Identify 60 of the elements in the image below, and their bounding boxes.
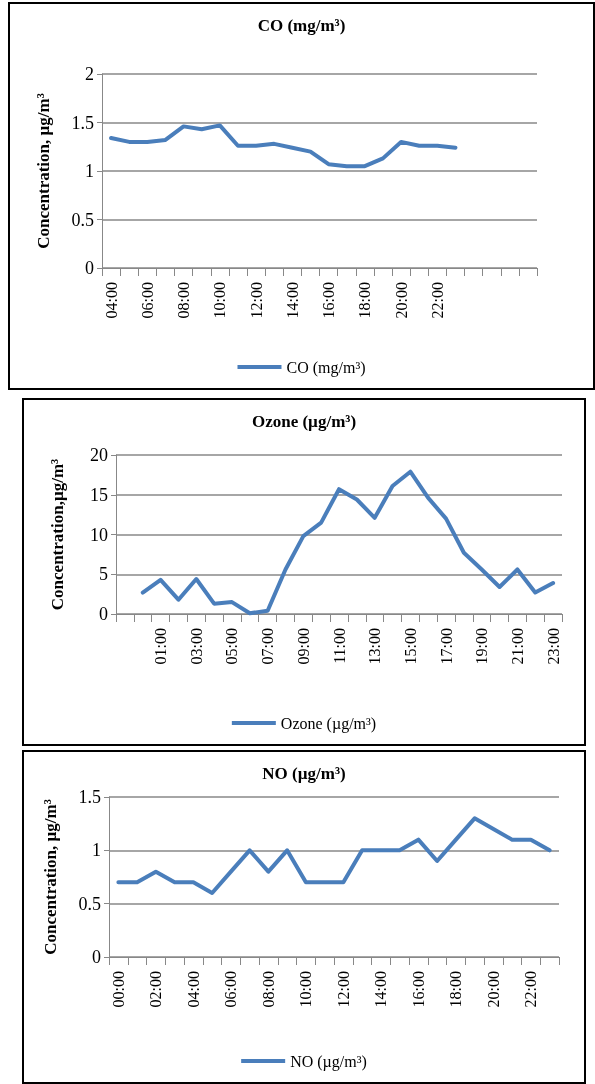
x-tick-label: 06:00 (222, 971, 240, 1008)
x-tick-label: 12:00 (334, 971, 352, 1008)
y-tick-label: 0.5 (78, 893, 101, 914)
x-tick-label: 23:00 (544, 628, 562, 665)
chart-title: NO (µg/m³) (262, 764, 346, 783)
x-tick-label: 04:00 (184, 971, 202, 1008)
x-tick-label: 22:00 (522, 971, 540, 1008)
legend-label: Ozone (µg/m³) (280, 714, 377, 733)
chart-title: Ozone (µg/m³) (251, 412, 357, 431)
y-tick-label: 0.5 (71, 209, 94, 230)
x-tick-label: 10:00 (211, 282, 229, 319)
line-series (116, 816, 552, 895)
y-tick-label: 15 (90, 484, 108, 505)
y-tick-label: 0 (92, 947, 101, 967)
x-tick-label: 10:00 (297, 971, 315, 1008)
x-tick-label: 08:00 (259, 971, 277, 1008)
x-tick-label: 04:00 (102, 282, 120, 319)
chart-title: CO (mg/m³) (257, 16, 346, 35)
x-tick-label: 16:00 (320, 282, 338, 319)
y-tick-label: 10 (90, 524, 108, 545)
y-axis-title: Concentration,µg/m³ (48, 458, 67, 611)
x-tick-label: 00:00 (109, 971, 127, 1008)
x-tick-label: 16:00 (409, 971, 427, 1008)
y-tick-label: 20 (90, 445, 108, 465)
y-axis-title: Concentration, µg/m³ (41, 799, 60, 955)
y-tick-label: 2 (85, 64, 94, 84)
x-tick-label: 09:00 (294, 628, 312, 665)
x-tick-label: 14:00 (283, 282, 301, 319)
x-tick-label: 18:00 (447, 971, 465, 1008)
y-tick-label: 1.5 (71, 112, 94, 133)
y-tick-label: 1.5 (78, 787, 101, 807)
x-tick-label: 17:00 (437, 628, 455, 665)
y-axis-title: Concentration, µg/m³ (34, 93, 53, 249)
x-tick-label: 14:00 (372, 971, 390, 1008)
x-tick-label: 03:00 (187, 628, 205, 665)
y-tick-label: 1 (85, 161, 94, 181)
x-tick-label: 07:00 (259, 628, 277, 665)
y-tick-label: 1 (92, 840, 101, 861)
legend-label: NO (µg/m³) (290, 1052, 367, 1071)
line-series (109, 123, 458, 169)
legend-label: CO (mg/m³) (286, 358, 366, 377)
x-tick-label: 01:00 (152, 628, 170, 665)
x-tick-label: 08:00 (175, 282, 193, 319)
line-series (140, 469, 556, 616)
x-tick-label: 20:00 (392, 282, 410, 319)
x-tick-label: 19:00 (473, 628, 491, 665)
y-tick-label: 5 (99, 564, 108, 585)
x-tick-label: 20:00 (484, 971, 502, 1008)
x-tick-label: 21:00 (508, 628, 526, 665)
x-tick-label: 06:00 (138, 282, 156, 319)
x-tick-label: 05:00 (223, 628, 241, 665)
x-tick-label: 11:00 (330, 628, 348, 664)
x-tick-label: 13:00 (366, 628, 384, 665)
x-tick-label: 02:00 (147, 971, 165, 1008)
x-tick-label: 15:00 (401, 628, 419, 665)
x-tick-label: 12:00 (247, 282, 265, 319)
x-tick-label: 22:00 (428, 282, 446, 319)
y-tick-label: 0 (85, 258, 94, 278)
y-tick-label: 0 (99, 604, 108, 624)
x-tick-label: 18:00 (356, 282, 374, 319)
